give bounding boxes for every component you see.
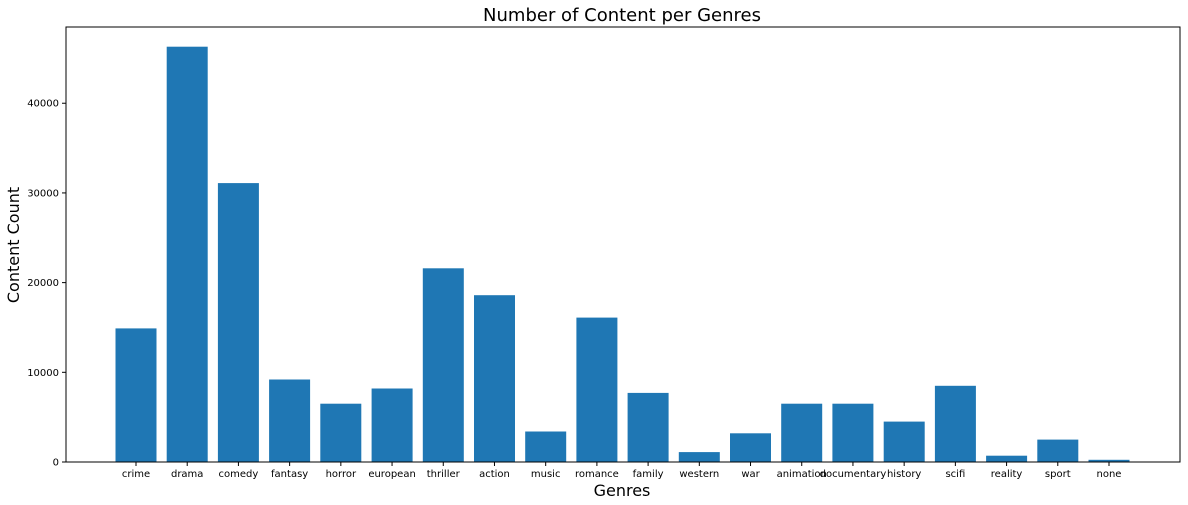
bar-fantasy <box>269 379 311 462</box>
y-tick-label: 0 <box>53 458 59 469</box>
x-tick-label: documentary <box>820 469 887 480</box>
bar-war <box>730 433 771 462</box>
x-tick-label: comedy <box>219 469 259 480</box>
bar-history <box>883 421 925 462</box>
y-tick-label: 10000 <box>27 368 59 379</box>
bar-thriller <box>422 268 464 462</box>
y-tick-label: 40000 <box>27 99 59 110</box>
x-tick-label: romance <box>575 469 619 480</box>
x-tick-label: reality <box>991 469 1023 480</box>
bar-european <box>371 388 413 462</box>
bar-sport <box>1037 439 1079 462</box>
bar-crime <box>115 328 157 462</box>
y-tick-label: 20000 <box>27 278 59 289</box>
x-tick-label: thriller <box>427 469 461 480</box>
x-tick-label: animation <box>777 469 827 480</box>
x-tick-label: scifi <box>945 469 965 480</box>
x-tick-label: sport <box>1045 469 1071 480</box>
x-tick-label: action <box>479 469 510 480</box>
bar-western <box>678 452 720 462</box>
x-axis: crime drama comedy fantasy horror european thr… <box>122 462 1122 480</box>
bar-animation <box>781 403 823 462</box>
chart-title: Number of Content per Genres <box>483 5 761 26</box>
bar-comedy <box>217 183 259 462</box>
x-tick-label: family <box>633 469 664 480</box>
x-tick-label: music <box>531 469 561 480</box>
bar-romance <box>576 317 618 462</box>
x-tick-label: fantasy <box>271 469 308 480</box>
y-axis-title: Content Count <box>4 187 23 303</box>
x-tick-label: war <box>741 469 760 480</box>
x-tick-label: horror <box>326 469 357 480</box>
bar-reality <box>986 455 1028 462</box>
x-tick-label: none <box>1097 469 1122 480</box>
x-tick-label: history <box>887 469 921 480</box>
bar-none <box>1088 459 1130 462</box>
x-axis-title: Genres <box>594 481 651 500</box>
bar-music <box>525 431 567 462</box>
bar-action <box>474 295 515 462</box>
y-tick-label: 30000 <box>27 188 59 199</box>
bars-group <box>115 46 1130 462</box>
x-tick-label: european <box>368 469 415 480</box>
x-tick-label: drama <box>171 469 203 480</box>
y-axis: 0 10000 20000 30000 40000 <box>27 99 66 469</box>
plot-area-frame <box>65 26 1181 463</box>
bar-documentary <box>832 403 874 462</box>
bar-drama <box>166 46 208 462</box>
x-tick-label: western <box>679 469 719 480</box>
bar-family <box>627 392 669 462</box>
bar-horror <box>320 403 362 462</box>
bar-scifi <box>934 385 976 462</box>
x-tick-label: crime <box>122 469 150 480</box>
